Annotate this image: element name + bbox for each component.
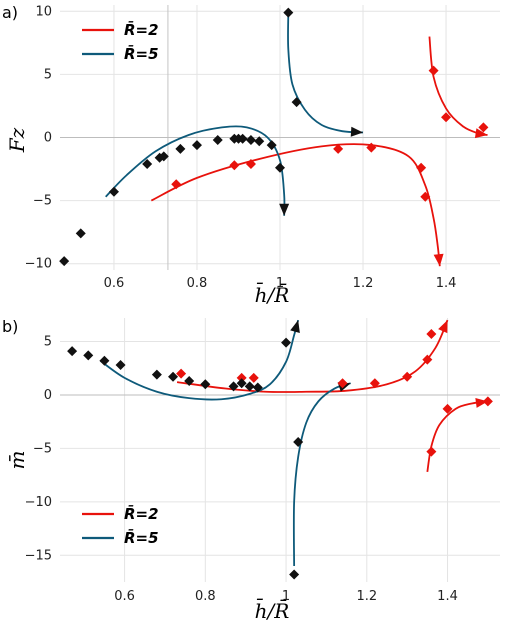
data-point — [200, 379, 211, 390]
data-point — [426, 329, 437, 340]
data-point — [151, 369, 162, 380]
data-point — [254, 136, 265, 147]
x-tick-label: 1.4 — [436, 276, 457, 291]
y-tick-label: −5 — [33, 441, 52, 456]
x-tick-label: 1.4 — [437, 589, 458, 604]
y-tick-label: 5 — [44, 335, 52, 350]
data-point — [75, 228, 86, 239]
panel-label: b) — [2, 317, 18, 336]
data-point — [245, 159, 256, 169]
curve-arrowhead — [474, 128, 488, 139]
data-point — [99, 355, 110, 366]
series-curve — [287, 13, 364, 134]
curve-arrowhead — [438, 320, 448, 334]
y-tick-label: −10 — [25, 257, 52, 272]
y-tick-label: 10 — [35, 4, 52, 19]
data-point — [184, 376, 195, 387]
chart-panel-b: 0.6 0.8 1 1.2 1.4 −15 −10 −5 0 5 b) m̄ h̄/R̄ R̄=2 R̄=5 — [2, 317, 500, 623]
data-point — [229, 160, 240, 171]
series-curve — [428, 36, 488, 136]
data-point — [442, 403, 453, 414]
legend-entry: R̄=5 — [124, 43, 159, 63]
y-tick-label: −10 — [25, 495, 52, 510]
data-point — [236, 372, 247, 383]
x-tick-label: 1.2 — [353, 276, 374, 291]
data-point — [266, 140, 277, 151]
data-point — [158, 151, 169, 162]
x-axis-title: h̄/R̄ — [255, 282, 290, 307]
data-point — [416, 162, 427, 173]
data-point — [67, 346, 78, 357]
data-point — [252, 382, 263, 393]
curve-arrowhead — [350, 126, 364, 137]
data-point — [366, 142, 377, 153]
data-point — [281, 337, 292, 348]
y-tick-label: 0 — [44, 388, 52, 403]
data-point — [426, 446, 437, 457]
series-curve — [105, 125, 286, 216]
data-point — [441, 112, 452, 123]
data-point — [115, 360, 126, 371]
legend-entry: R̄=2 — [124, 503, 159, 523]
curve-arrowhead — [279, 203, 290, 216]
x-tick-label: 0.6 — [104, 276, 125, 291]
data-point — [168, 371, 179, 382]
data-point — [171, 179, 182, 190]
data-point — [293, 436, 304, 447]
data-point — [478, 122, 489, 133]
series-curve — [426, 400, 489, 473]
chart-panel-a: 0.6 0.8 1 1.2 1.4 −10 −5 0 5 10 a) Fz h̄/R̄ R̄=2 R̄=5 — [2, 3, 500, 307]
data-point — [212, 135, 223, 146]
data-point — [245, 135, 256, 146]
y-tick-label: 0 — [44, 131, 52, 146]
data-point — [142, 159, 153, 169]
data-point — [236, 378, 247, 389]
y-axis-title: m̄ — [5, 451, 29, 470]
data-point — [422, 354, 433, 365]
data-point — [237, 133, 248, 144]
x-tick-label: 0.8 — [195, 589, 216, 604]
data-point — [83, 350, 94, 361]
x-tick-label: 1 — [276, 276, 284, 291]
data-point — [228, 381, 239, 392]
data-point — [59, 256, 70, 267]
data-point — [191, 140, 202, 151]
curve-arrowhead — [433, 253, 444, 267]
data-point — [402, 371, 413, 382]
y-tick-label: −15 — [25, 548, 52, 563]
data-point — [248, 372, 259, 383]
data-point — [428, 65, 439, 76]
x-tick-label: 0.6 — [114, 589, 135, 604]
x-tick-label: 1 — [282, 589, 290, 604]
curve-arrowhead — [475, 397, 488, 408]
x-tick-label: 0.8 — [187, 276, 208, 291]
series-curve — [176, 319, 449, 393]
legend-entry: R̄=2 — [124, 19, 159, 39]
data-point — [420, 191, 431, 202]
legend-entry: R̄=5 — [124, 527, 159, 547]
data-point — [176, 368, 187, 379]
data-point — [482, 396, 493, 407]
data-point — [244, 381, 255, 392]
x-axis-title: h̄/R̄ — [255, 598, 290, 623]
data-point — [175, 143, 186, 154]
data-point — [289, 569, 300, 580]
series-curve — [99, 319, 300, 401]
data-point — [337, 378, 348, 389]
series-curve — [292, 382, 351, 566]
y-axis-title: Fz — [5, 127, 29, 153]
curve-arrowhead — [290, 320, 300, 334]
series-curve — [150, 143, 441, 267]
panel-label: a) — [2, 3, 18, 22]
data-point — [291, 97, 302, 108]
data-point — [283, 7, 294, 18]
x-tick-label: 1.2 — [356, 589, 377, 604]
data-point — [333, 143, 344, 154]
data-point — [108, 186, 119, 197]
y-tick-label: 5 — [44, 67, 52, 82]
data-point — [369, 378, 380, 389]
y-tick-label: −5 — [33, 194, 52, 209]
data-point — [275, 162, 285, 173]
